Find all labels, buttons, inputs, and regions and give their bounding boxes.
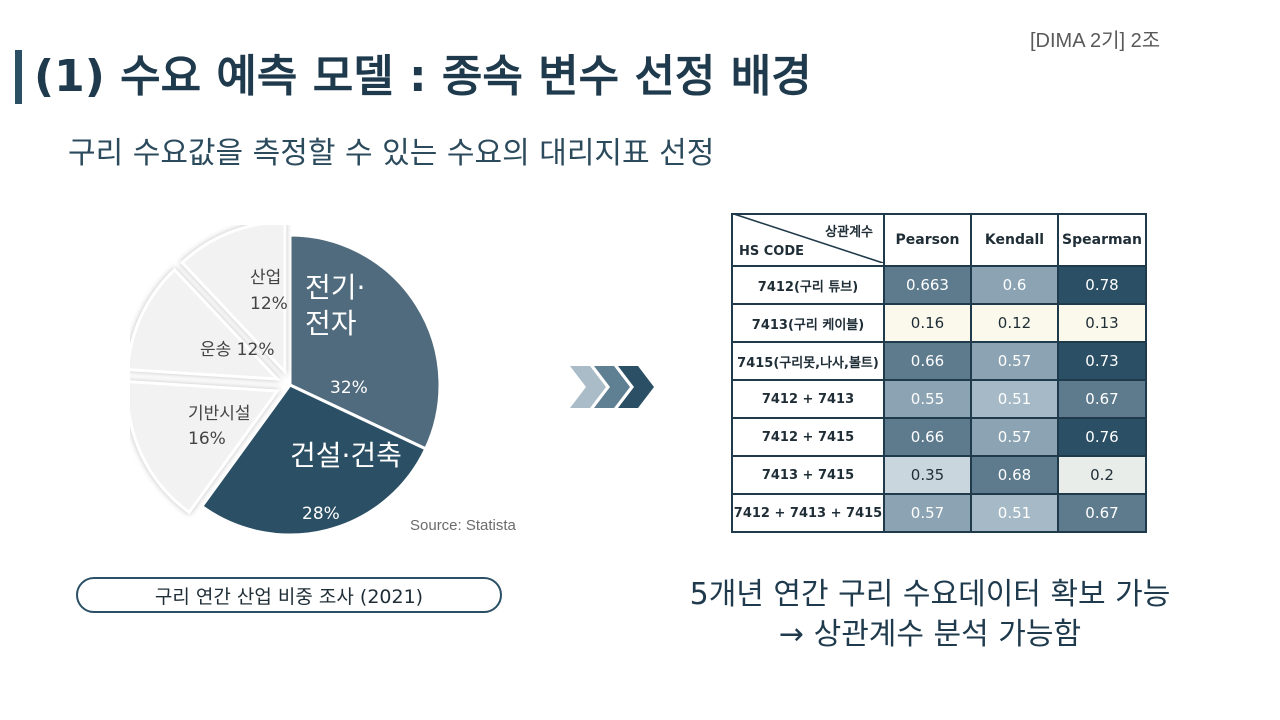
table-row: 7412 + 7413 + 7415 0.57 0.51 0.67 xyxy=(731,493,1147,533)
table-corner-header: 상관계수 HS CODE xyxy=(731,213,885,267)
pie-slice xyxy=(199,383,428,537)
correlation-table: 상관계수 HS CODE Pearson Kendall Spearman 74… xyxy=(731,213,1147,533)
conclusion-line-2: → 상관계수 분석 가능함 xyxy=(778,617,1082,652)
pie-slice xyxy=(288,233,442,451)
conclusion-text: 5개년 연간 구리 수요데이터 확보 가능 → 상관계수 분석 가능함 xyxy=(620,575,1240,655)
pie-caption: 구리 연간 산업 비중 조사 (2021) xyxy=(76,577,502,613)
conclusion-line-1: 5개년 연간 구리 수요데이터 확보 가능 xyxy=(689,577,1171,612)
pie-slice xyxy=(130,267,282,381)
row-label: 7412 + 7413 xyxy=(731,379,885,419)
table-row: 7412(구리 튜브) 0.663 0.6 0.78 xyxy=(731,265,1147,305)
pie-slice-label: 산업 xyxy=(250,268,281,288)
correlation-cell: 0.663 xyxy=(883,265,972,305)
correlation-cell: 0.73 xyxy=(1057,341,1147,381)
correlation-cell: 0.13 xyxy=(1057,303,1147,343)
corner-bottom-label: HS CODE xyxy=(739,244,805,259)
correlation-cell: 0.51 xyxy=(970,493,1059,533)
correlation-cell: 0.57 xyxy=(970,341,1059,381)
row-label: 7415(구리못,나사,볼트) xyxy=(731,341,885,381)
pie-slice-label: 건설·건축 xyxy=(290,439,402,472)
title-accent-bar xyxy=(15,50,22,104)
correlation-cell: 0.78 xyxy=(1057,265,1147,305)
arrow-chevrons-icon xyxy=(570,366,654,408)
chevron-3 xyxy=(618,366,654,408)
correlation-cell: 0.2 xyxy=(1057,455,1147,495)
pie-slice-label: 전자 xyxy=(305,307,357,340)
row-label: 7413(구리 케이블) xyxy=(731,303,885,343)
correlation-cell: 0.76 xyxy=(1057,417,1147,457)
correlation-cell: 0.67 xyxy=(1057,493,1147,533)
correlation-cell: 0.35 xyxy=(883,455,972,495)
pie-slice-value: 12% xyxy=(250,294,288,314)
correlation-cell: 0.6 xyxy=(970,265,1059,305)
table-row: 7412 + 7413 0.55 0.51 0.67 xyxy=(731,379,1147,419)
pie-slice xyxy=(130,380,281,515)
table-row: 7412 + 7415 0.66 0.57 0.76 xyxy=(731,417,1147,457)
correlation-cell: 0.55 xyxy=(883,379,972,419)
row-label: 7413 + 7415 xyxy=(731,455,885,495)
correlation-cell: 0.57 xyxy=(970,417,1059,457)
column-header-kendall: Kendall xyxy=(970,213,1059,267)
diagonal-line xyxy=(731,213,883,263)
correlation-cell: 0.12 xyxy=(970,303,1059,343)
correlation-cell: 0.51 xyxy=(970,379,1059,419)
pie-slice-value: 32% xyxy=(330,378,368,398)
table-row: 7413 + 7415 0.35 0.68 0.2 xyxy=(731,455,1147,495)
page-subtitle: 구리 수요값을 측정할 수 있는 수요의 대리지표 선정 xyxy=(68,136,715,171)
correlation-cell: 0.16 xyxy=(883,303,972,343)
team-tag: [DIMA 2기] 2조 xyxy=(1030,30,1161,52)
correlation-cell: 0.68 xyxy=(970,455,1059,495)
chevron-1 xyxy=(570,366,606,408)
correlation-cell: 0.67 xyxy=(1057,379,1147,419)
pie-caption-text: 구리 연간 산업 비중 조사 (2021) xyxy=(154,585,424,608)
pie-slice-value: 16% xyxy=(188,429,226,449)
pie-slice-value: 28% xyxy=(302,504,340,524)
pie-slice-label: 전기· xyxy=(305,271,365,304)
page-title: (1) 수요 예측 모델 : 종속 변수 선정 배경 xyxy=(34,51,812,102)
correlation-cell: 0.66 xyxy=(883,417,972,457)
pie-slice xyxy=(180,225,287,376)
column-header-pearson: Pearson xyxy=(883,213,972,267)
correlation-cell: 0.57 xyxy=(883,493,972,533)
corner-top-label: 상관계수 xyxy=(825,225,873,240)
source-label: Source: Statista xyxy=(410,517,516,534)
correlation-cell: 0.66 xyxy=(883,341,972,381)
row-label: 7412 + 7415 xyxy=(731,417,885,457)
table-row: 7415(구리못,나사,볼트) 0.66 0.57 0.73 xyxy=(731,341,1147,381)
pie-slice-label: 기반시설 xyxy=(188,404,251,424)
table-row: 7413(구리 케이블) 0.16 0.12 0.13 xyxy=(731,303,1147,343)
industry-pie-chart: 전기·전자 32% 건설·건축 28% 기반시설 16% 운송 12% 산업 12% xyxy=(130,225,442,537)
column-header-spearman: Spearman xyxy=(1057,213,1147,267)
chevron-2 xyxy=(594,366,630,408)
row-label: 7412(구리 튜브) xyxy=(731,265,885,305)
pie-slice-label: 운송 12% xyxy=(200,340,274,360)
row-label: 7412 + 7413 + 7415 xyxy=(731,493,885,533)
